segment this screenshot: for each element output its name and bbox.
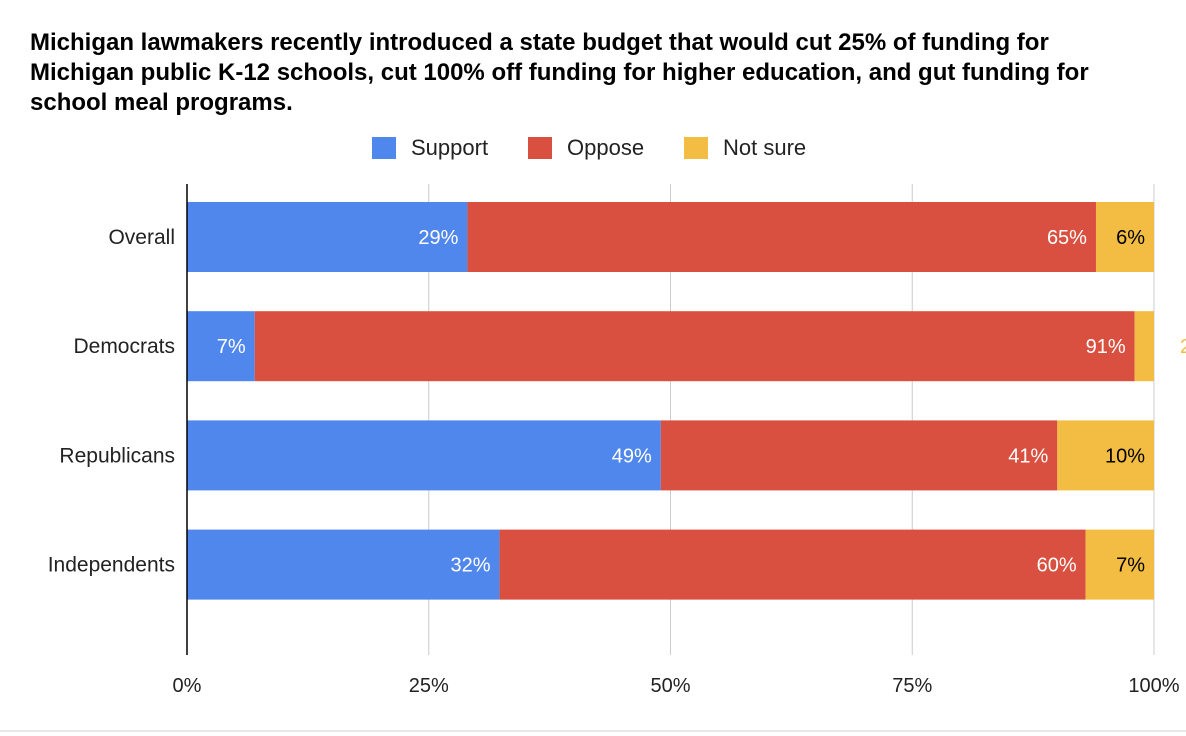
legend-swatch-1 <box>528 137 552 159</box>
x-axis-ticks: 0% 25% 50% 75% 100% <box>173 675 1180 697</box>
x-tick-label-1: 25% <box>409 675 449 697</box>
bar-democrats-support <box>187 311 255 382</box>
data-label-overall-not-sure: 6% <box>1116 227 1145 249</box>
data-label-overall-oppose: 65% <box>1047 227 1087 249</box>
bar-independents-oppose <box>499 529 1086 600</box>
legend-label-1: Oppose <box>567 135 644 160</box>
data-label-independents-oppose: 60% <box>1037 555 1077 577</box>
chart-title: Michigan lawmakers recently introduced a… <box>30 29 1089 116</box>
legend: Support Oppose Not sure <box>372 135 806 160</box>
legend-label-0: Support <box>411 135 488 160</box>
legend-swatch-2 <box>684 137 708 159</box>
bar-democrats-oppose <box>254 311 1135 382</box>
category-label-2: Republicans <box>59 444 175 467</box>
category-label-0: Overall <box>108 226 175 249</box>
bar-area <box>187 202 1154 600</box>
bar-overall-not-sure <box>1095 202 1154 272</box>
data-label-independents-support: 32% <box>451 555 491 577</box>
x-tick-label-3: 75% <box>892 675 932 697</box>
data-label-republicans-not-sure: 10% <box>1105 445 1145 467</box>
x-tick-label-0: 0% <box>173 675 202 697</box>
data-labels: 29% 65% 6% 7% 91% 2 49% 41% 10% 32% 60% 7% <box>217 227 1186 577</box>
bar-independents-not-sure <box>1085 529 1154 600</box>
data-label-overall-support: 29% <box>418 227 458 249</box>
bar-republicans-support <box>187 420 661 491</box>
y-axis-categories: Overall Democrats Republicans Independents <box>48 226 175 577</box>
x-tick-label-4: 100% <box>1128 675 1179 697</box>
data-label-democrats-oppose: 91% <box>1086 336 1126 358</box>
legend-label-2: Not sure <box>723 135 806 160</box>
bar-independents-support <box>187 529 500 600</box>
bar-democrats-not-sure <box>1134 311 1154 382</box>
bar-overall-support <box>187 202 468 272</box>
data-label-independents-not-sure: 7% <box>1116 555 1145 577</box>
data-label-democrats-support: 7% <box>217 336 246 358</box>
legend-swatch-0 <box>372 137 396 159</box>
bar-overall-oppose <box>467 202 1096 272</box>
x-tick-label-2: 50% <box>650 675 690 697</box>
category-label-1: Democrats <box>73 335 175 358</box>
category-label-3: Independents <box>48 554 175 577</box>
data-label-democrats-not-sure: 2 <box>1180 336 1186 358</box>
data-label-republicans-oppose: 41% <box>1008 445 1048 467</box>
bar-republicans-oppose <box>660 420 1058 491</box>
bar-republicans-not-sure <box>1057 420 1154 491</box>
data-label-republicans-support: 49% <box>612 445 652 467</box>
